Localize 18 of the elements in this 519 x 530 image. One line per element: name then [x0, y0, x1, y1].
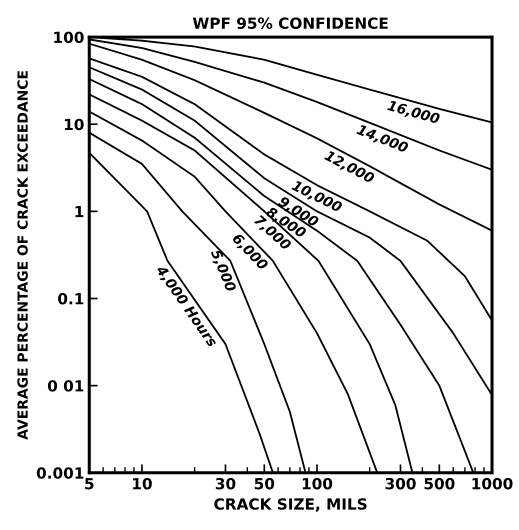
x-tick-label: 10 — [133, 478, 152, 490]
x-tick-label: 1000 — [472, 478, 513, 490]
x-tick-label: 500 — [424, 478, 455, 490]
x-tick-label: 300 — [386, 478, 416, 490]
x-tick-label: 5 — [85, 478, 94, 490]
chart-title: WPF 95% CONFIDENCE — [192, 17, 388, 29]
y-tick-label: 10 — [64, 118, 84, 130]
y-tick-label: 0.1 — [58, 292, 84, 305]
y-tick-label: 1 — [76, 206, 84, 218]
x-axis-title: CRACK SIZE, MILS — [214, 498, 367, 512]
text: 16,000 — [386, 100, 440, 126]
y-axis-title: AVERAGE PERCENTAGE OF CRACK EXCEEDANCE — [17, 71, 28, 440]
y-tick-label: 0 01 — [48, 380, 84, 392]
x-tick-label: 30 — [216, 478, 236, 490]
x-tick-label: 50 — [254, 478, 274, 490]
y-tick-label: 100 — [54, 32, 84, 44]
y-tick-label: 0.001 — [36, 467, 84, 479]
x-tick-label: 100 — [302, 478, 332, 490]
